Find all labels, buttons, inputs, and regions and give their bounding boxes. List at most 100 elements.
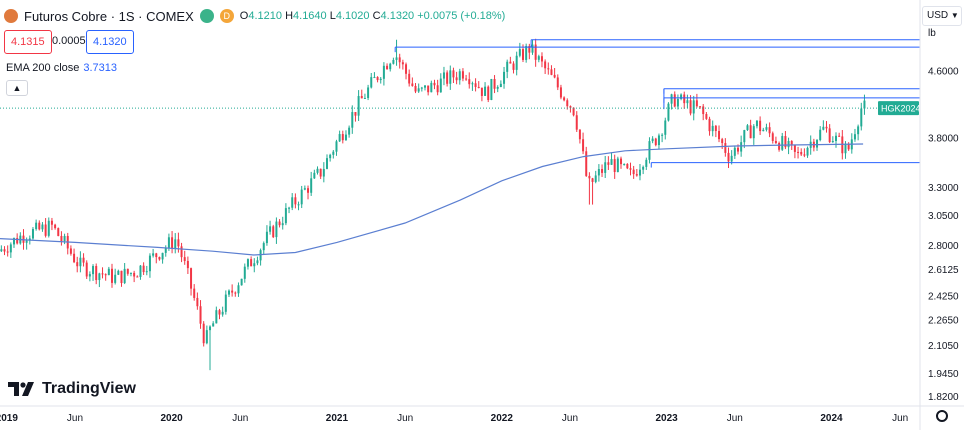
- candle: [471, 81, 474, 91]
- candle: [370, 72, 373, 89]
- candle-body: [420, 87, 423, 89]
- chevron-down-icon: ▼: [950, 11, 959, 20]
- candle-body: [629, 168, 632, 170]
- collapse-legend-button[interactable]: ▲: [6, 80, 28, 96]
- price-tick-label: 2.4250: [928, 291, 959, 302]
- candle-body: [787, 140, 790, 148]
- candle: [797, 146, 800, 159]
- candle: [9, 242, 12, 258]
- candle-body: [525, 46, 528, 60]
- candle-body: [41, 224, 44, 230]
- candle-body: [246, 259, 249, 267]
- unit-select[interactable]: lb: [928, 28, 936, 39]
- candle: [569, 105, 572, 113]
- candle: [250, 256, 253, 267]
- candle-body: [556, 77, 559, 88]
- candle: [604, 155, 607, 179]
- candle-body: [104, 274, 107, 276]
- candle-body: [351, 112, 354, 128]
- candle-body: [152, 253, 155, 256]
- candle-body: [161, 252, 164, 260]
- candle-body: [844, 143, 847, 154]
- candle: [525, 43, 528, 63]
- symbol-title[interactable]: Futuros Cobre · 1S · COMEX: [24, 8, 194, 24]
- candle-body: [360, 96, 363, 99]
- candle: [838, 132, 841, 137]
- candle: [661, 133, 664, 143]
- candle: [686, 94, 689, 109]
- candle-body: [177, 239, 180, 247]
- candle-body: [461, 71, 464, 79]
- candle-body: [803, 154, 806, 156]
- candle-body: [35, 222, 38, 230]
- candle-body: [133, 272, 136, 277]
- candle: [705, 111, 708, 120]
- candle: [626, 163, 629, 170]
- candle-body: [313, 172, 316, 179]
- candle-body: [468, 79, 471, 85]
- candle: [389, 62, 392, 72]
- currency-select[interactable]: USD ▼: [922, 6, 962, 26]
- price-axis[interactable]: 4.6000 3.8000 3.3000 3.0500 2.8000 2.6125 2.42…: [919, 0, 964, 430]
- candle-body: [768, 127, 771, 134]
- candle: [585, 146, 588, 177]
- candle-body: [578, 129, 581, 140]
- time-axis[interactable]: 2019 Jun 2020 Jun 2021 Jun 2022 Jun 2023 Jun 2024 J…: [0, 405, 964, 424]
- candle-body: [348, 127, 351, 135]
- candle-body: [588, 175, 591, 179]
- chart-header: Futuros Cobre · 1S · COMEX D O4.1210 H4.…: [4, 6, 505, 26]
- candle: [414, 83, 417, 94]
- time-tick-label: Jun: [727, 413, 743, 424]
- candle-body: [724, 143, 727, 153]
- candle: [449, 65, 452, 90]
- candle-body: [243, 266, 246, 279]
- candle-body: [186, 260, 189, 269]
- chevron-up-icon: ▲: [12, 83, 22, 93]
- candle: [79, 251, 82, 273]
- candle: [540, 52, 543, 68]
- ema-200-line: [0, 143, 864, 256]
- sell-price-button[interactable]: 4.1315: [4, 30, 52, 54]
- candle-body: [806, 147, 809, 156]
- ema-legend[interactable]: EMA 200 close 3.7313: [6, 62, 118, 74]
- candle-body: [749, 125, 752, 139]
- candle-body: [740, 142, 743, 152]
- candle-body: [544, 61, 547, 69]
- candle-body: [319, 168, 322, 177]
- time-tick-label: 2022: [491, 413, 514, 424]
- candle-body: [92, 266, 95, 275]
- candle-body: [446, 72, 449, 84]
- candle-body: [101, 273, 104, 275]
- candle-body: [620, 158, 623, 165]
- candle-body: [88, 274, 91, 277]
- tradingview-mark-icon: [8, 382, 34, 396]
- candle-body: [566, 100, 569, 107]
- candle: [699, 106, 702, 109]
- candle: [743, 129, 746, 149]
- candle-body: [332, 151, 335, 155]
- candle: [680, 93, 683, 101]
- candle: [117, 269, 120, 276]
- settings-icon[interactable]: [936, 410, 948, 422]
- candle: [227, 289, 230, 298]
- candle: [183, 250, 186, 265]
- candle-body: [490, 79, 493, 100]
- candle-body: [680, 94, 683, 99]
- buy-price-button[interactable]: 4.1320: [86, 30, 134, 54]
- candle-body: [752, 126, 755, 139]
- candle: [215, 306, 218, 324]
- candle-body: [455, 77, 458, 81]
- candle-body: [664, 120, 667, 135]
- candle-body: [398, 57, 401, 63]
- tradingview-logo[interactable]: TradingView: [8, 380, 136, 398]
- candle: [781, 132, 784, 152]
- candle-body: [831, 141, 834, 143]
- candle: [313, 169, 316, 179]
- candle: [803, 148, 806, 158]
- candle: [484, 82, 487, 97]
- candle: [123, 263, 126, 285]
- candle: [265, 225, 268, 246]
- candle-body: [129, 272, 132, 274]
- candle: [278, 219, 281, 228]
